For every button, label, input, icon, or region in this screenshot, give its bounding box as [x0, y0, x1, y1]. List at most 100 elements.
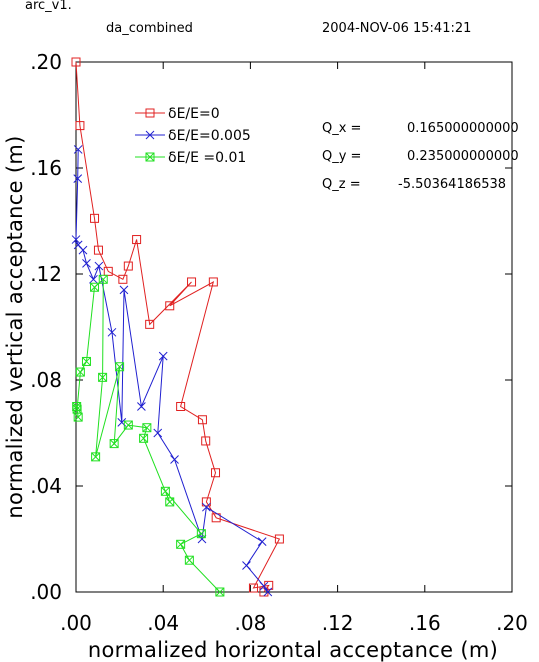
- data-point: [202, 502, 211, 512]
- tick-marks: [75, 61, 513, 593]
- legend-swatch-2: [135, 152, 165, 162]
- data-point: [75, 121, 85, 131]
- data-point: [215, 587, 225, 597]
- y-tick-label: .08: [30, 368, 62, 392]
- data-point: [201, 436, 211, 446]
- series-layer: [71, 57, 284, 597]
- legend-label-0: δE/E=0: [168, 106, 220, 122]
- data-point: [81, 356, 91, 366]
- data-point: [176, 539, 186, 549]
- x-tick-label: .00: [60, 611, 92, 635]
- data-point: [103, 266, 113, 276]
- data-point: [139, 433, 149, 443]
- data-point: [187, 277, 197, 287]
- data-point: [72, 402, 82, 411]
- data-point: [115, 362, 125, 372]
- y-tick-labels: .00 .04 .08 .12 .16 .20: [30, 50, 62, 604]
- legend-entry-2: δE/E =0.01: [135, 150, 246, 166]
- x-tick-label: .08: [234, 611, 266, 635]
- data-point: [142, 423, 152, 433]
- legend-marker-0: [145, 108, 155, 118]
- data-point: [176, 402, 186, 411]
- x-tick-labels: .00 .04 .08 .12 .16 .20: [60, 611, 528, 635]
- data-point: [263, 587, 273, 597]
- x-axis-label: normalized horizontal acceptance (m): [88, 638, 498, 662]
- series-line-2: [76, 278, 221, 593]
- program-name: arc_v1.: [25, 0, 72, 13]
- data-point: [274, 534, 284, 544]
- data-point: [82, 259, 91, 268]
- legend-swatch-0: [135, 108, 165, 118]
- data-point: [211, 468, 221, 478]
- legend: δE/E=0 δE/E=0.005 δE/E =0.01: [135, 106, 251, 166]
- q-y-value: 0.235000000000: [407, 149, 519, 164]
- legend-label-2: δE/E =0.01: [168, 150, 246, 166]
- data-point: [71, 235, 81, 244]
- data-point: [257, 537, 267, 547]
- data-point: [170, 455, 179, 464]
- series-0: [71, 57, 284, 597]
- series-line-0: [75, 61, 281, 593]
- data-point: [184, 555, 194, 565]
- data-point: [160, 486, 170, 496]
- data-point: [73, 145, 83, 154]
- data-point: [248, 583, 258, 593]
- data-point: [107, 327, 117, 337]
- data-point: [90, 213, 100, 223]
- q-y-label: Q_y =: [322, 149, 361, 164]
- x-tick-label: .12: [322, 611, 354, 635]
- data-point: [73, 174, 83, 183]
- data-point: [165, 301, 175, 311]
- data-point: [208, 277, 218, 287]
- data-point: [123, 261, 133, 271]
- timestamp: 2004-NOV-06 15:41:21: [322, 21, 471, 36]
- x-tick-label: .04: [147, 611, 179, 635]
- legend-label-1: δE/E=0.005: [168, 128, 251, 144]
- y-tick-label: .00: [30, 580, 62, 604]
- data-point: [91, 452, 101, 462]
- data-point: [93, 245, 103, 255]
- q-z-value: -5.50364186538: [398, 177, 506, 192]
- y-tick-label: .16: [30, 156, 62, 180]
- data-point: [90, 282, 100, 292]
- data-point: [73, 412, 83, 422]
- data-point: [75, 367, 85, 377]
- data-point: [259, 581, 269, 591]
- data-point: [137, 402, 146, 411]
- data-point: [73, 240, 83, 250]
- y-tick-label: .12: [30, 262, 62, 286]
- data-point: [197, 415, 207, 425]
- y-tick-label: .20: [30, 50, 62, 74]
- data-point: [196, 529, 206, 539]
- legend-marker-1: [145, 130, 155, 140]
- x-tick-label: .16: [409, 611, 441, 635]
- q-x-value: 0.165000000000: [407, 121, 519, 136]
- data-point: [158, 351, 168, 361]
- data-point: [89, 274, 98, 284]
- data-point: [242, 561, 251, 570]
- x-tick-label: .20: [496, 611, 528, 635]
- legend-marker-2: [145, 152, 155, 162]
- tune-annotations: Q_x = 0.165000000000 Q_y = 0.23500000000…: [322, 121, 519, 192]
- data-point: [132, 235, 142, 245]
- y-axis-label: normalized vertical acceptance (m): [3, 135, 27, 518]
- data-point: [201, 497, 211, 507]
- plot-frame: [75, 61, 513, 593]
- series-2: [72, 274, 225, 597]
- run-name: da_combined: [106, 21, 193, 36]
- data-point: [123, 420, 133, 430]
- data-point: [94, 261, 104, 271]
- data-point: [153, 428, 163, 438]
- legend-entry-0: δE/E=0: [135, 106, 220, 122]
- legend-swatch-1: [135, 130, 165, 140]
- data-point: [165, 497, 175, 507]
- y-tick-label: .04: [30, 474, 62, 498]
- q-x-label: Q_x =: [322, 121, 361, 136]
- data-point: [119, 285, 129, 295]
- data-point: [98, 372, 108, 382]
- data-point: [71, 57, 81, 67]
- q-z-label: Q_z =: [322, 177, 361, 192]
- data-point: [145, 319, 155, 329]
- data-point: [118, 274, 128, 284]
